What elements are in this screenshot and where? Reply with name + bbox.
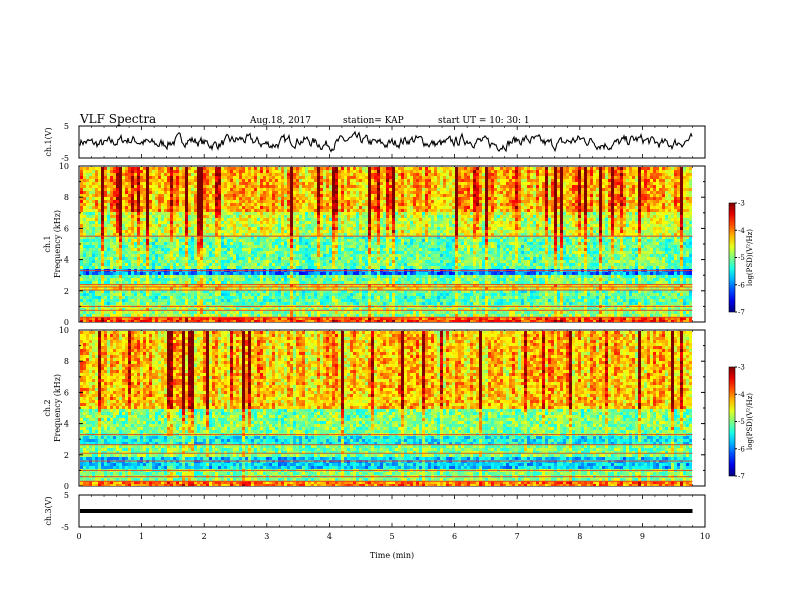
x-tick-label: 0	[76, 532, 81, 541]
x-tick-label: 7	[515, 532, 520, 541]
x-tick-label: 5	[389, 532, 394, 541]
x-tick-label: 4	[327, 532, 332, 541]
x-tick-label: 10	[700, 532, 710, 541]
y-tick-label: 4	[64, 256, 69, 265]
colorbar-tick-label: -4	[738, 391, 745, 399]
y-tick-label: 0	[64, 318, 69, 327]
ch1-waveform-line	[79, 130, 693, 153]
colorbar-tick-label: -6	[738, 445, 745, 453]
y-tick-label: 0	[64, 482, 69, 491]
y-tick-label: 10	[59, 326, 69, 335]
station-label: station= KAP	[343, 116, 404, 126]
y-tick-label: 5	[64, 122, 69, 131]
x-tick-label: 3	[264, 532, 269, 541]
y-axis-label: ch.1	[43, 235, 52, 252]
colorbar-tick-label: -7	[738, 309, 745, 317]
y-axis-label: ch.2	[43, 399, 52, 416]
colorbar-label: log(PSD)(V²/Hz)	[746, 229, 754, 286]
ch2-spectrogram-cells	[80, 331, 692, 486]
y-axis-label: ch.1(V)	[44, 127, 53, 156]
x-tick-label: 1	[139, 532, 144, 541]
y-tick-label: 10	[59, 162, 69, 171]
y-tick-label: 8	[64, 357, 69, 366]
x-tick-label: 2	[202, 532, 207, 541]
colorbar-tick-label: -7	[738, 473, 745, 481]
y-tick-label: -5	[61, 154, 69, 163]
ch1-spectrogram-colorbar	[728, 202, 736, 313]
colorbar-tick-label: -6	[738, 281, 745, 289]
colorbar-tick-label: -4	[738, 227, 745, 235]
start-time-label: start UT = 10: 30: 1	[438, 116, 530, 126]
colorbar-tick-label: -3	[738, 200, 745, 208]
y-tick-label: -5	[61, 523, 69, 532]
ch3-waveform-line	[80, 509, 693, 513]
figure-title: VLF Spectra	[79, 112, 156, 126]
ch1-spectrogram-cells	[80, 167, 692, 322]
x-tick-label: 9	[640, 532, 645, 541]
x-axis-label: Time (min)	[370, 551, 414, 560]
y-tick-label: 2	[64, 287, 69, 296]
date-label: Aug.18, 2017	[249, 116, 311, 126]
ch2-spectrogram-colorbar	[728, 366, 736, 477]
y-tick-label: 8	[64, 193, 69, 202]
y-tick-label: 5	[64, 491, 69, 500]
y-tick-label: 4	[64, 420, 69, 429]
y-axis-label: ch.3(V)	[44, 496, 53, 525]
y-axis-label: Frequency (kHz)	[53, 374, 62, 442]
y-tick-label: 2	[64, 451, 69, 460]
colorbar-label: log(PSD)(V²/Hz)	[746, 393, 754, 450]
y-tick-label: 6	[64, 224, 69, 233]
colorbar-tick-label: -5	[738, 418, 745, 426]
colorbar-tick-label: -3	[738, 364, 745, 372]
x-tick-label: 6	[452, 532, 457, 541]
colorbar-tick-label: -5	[738, 254, 745, 262]
y-tick-label: 6	[64, 388, 69, 397]
x-tick-label: 8	[577, 532, 582, 541]
y-axis-label: Frequency (kHz)	[53, 210, 62, 278]
